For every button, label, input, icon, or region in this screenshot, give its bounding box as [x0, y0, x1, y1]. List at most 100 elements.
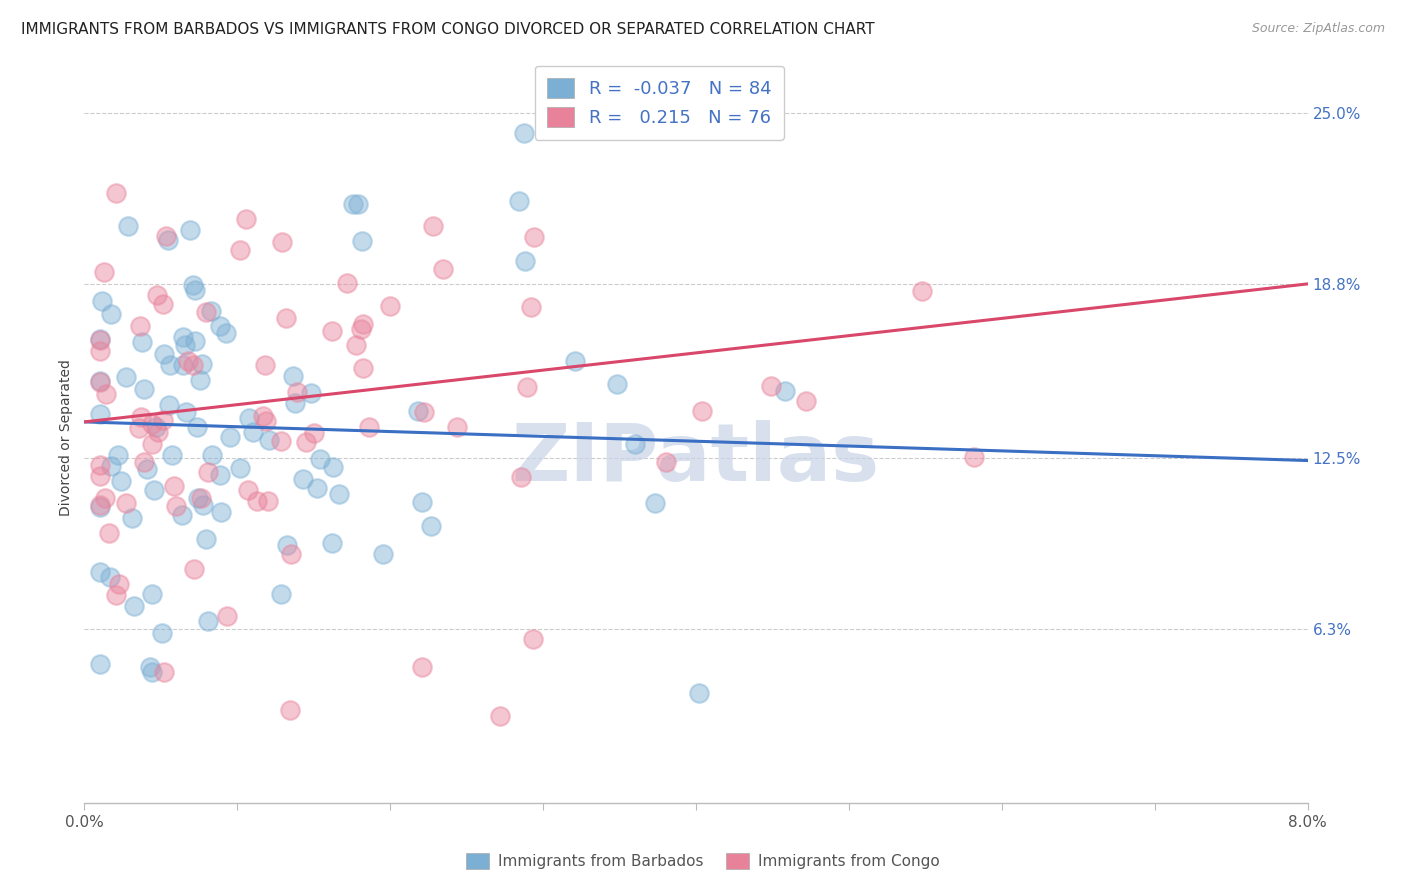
Point [654, 455, 676, 469]
Point [176, 354, 198, 368]
Point [350, 321, 373, 335]
Point [516, 380, 538, 394]
Point [321, 325, 343, 339]
Point [110, 474, 132, 488]
Point [181, 358, 204, 372]
Point [152, 413, 174, 427]
Point [419, 519, 441, 533]
Point [274, 311, 297, 326]
Point [328, 486, 350, 500]
Point [179, 223, 201, 237]
Point [184, 334, 207, 348]
Point [93, 265, 115, 279]
Point [187, 491, 209, 505]
Point [153, 347, 176, 361]
Point [129, 318, 152, 333]
Point [513, 126, 536, 140]
Point [156, 233, 179, 247]
Point [238, 483, 260, 498]
Point [606, 377, 628, 392]
Point [252, 409, 274, 424]
Point [302, 426, 325, 441]
Point [280, 547, 302, 561]
Point [422, 219, 444, 234]
Point [295, 435, 318, 450]
Point [121, 511, 143, 525]
Point [510, 470, 533, 484]
Point [270, 587, 292, 601]
Point [146, 287, 169, 301]
Point [183, 562, 205, 576]
Point [692, 404, 714, 418]
Point [229, 243, 252, 257]
Legend: R =  -0.037   N = 84, R =   0.215   N = 76: R = -0.037 N = 84, R = 0.215 N = 76 [534, 66, 785, 140]
Point [564, 353, 586, 368]
Point [209, 468, 232, 483]
Point [209, 505, 232, 519]
Point [276, 538, 298, 552]
Point [215, 326, 238, 340]
Point [253, 358, 276, 372]
Point [139, 660, 162, 674]
Point [270, 235, 292, 249]
Point [152, 665, 174, 680]
Point [411, 660, 433, 674]
Point [97, 526, 120, 541]
Point [91, 293, 114, 308]
Point [209, 319, 232, 334]
Point [342, 196, 364, 211]
Point [89, 657, 111, 672]
Point [132, 455, 155, 469]
Point [352, 317, 374, 331]
Point [141, 587, 163, 601]
Point [117, 219, 139, 234]
Point [100, 459, 122, 474]
Point [195, 532, 218, 546]
Point [188, 373, 211, 387]
Point [108, 577, 131, 591]
Point [446, 420, 468, 434]
Point [141, 437, 163, 451]
Point [284, 396, 307, 410]
Point [162, 449, 184, 463]
Text: Source: ZipAtlas.com: Source: ZipAtlas.com [1251, 22, 1385, 36]
Point [508, 194, 530, 209]
Point [162, 479, 184, 493]
Point [148, 425, 170, 439]
Point [104, 186, 127, 200]
Point [644, 496, 666, 510]
Point [174, 338, 197, 352]
Point [114, 496, 136, 510]
Point [522, 230, 544, 244]
Point [257, 434, 280, 448]
Point [193, 498, 215, 512]
Point [104, 588, 127, 602]
Point [141, 417, 163, 431]
Point [135, 462, 157, 476]
Point [322, 460, 344, 475]
Point [623, 437, 645, 451]
Point [89, 375, 111, 389]
Point [759, 379, 782, 393]
Point [270, 434, 292, 448]
Point [307, 481, 329, 495]
Point [257, 493, 280, 508]
Point [238, 411, 260, 425]
Text: IMMIGRANTS FROM BARBADOS VS IMMIGRANTS FROM CONGO DIVORCED OR SEPARATED CORRELAT: IMMIGRANTS FROM BARBADOS VS IMMIGRANTS F… [21, 22, 875, 37]
Point [172, 330, 194, 344]
Point [489, 709, 512, 723]
Point [89, 374, 111, 388]
Point [107, 448, 129, 462]
Point [344, 338, 367, 352]
Point [98, 570, 121, 584]
Point [519, 300, 541, 314]
Point [515, 254, 537, 268]
Point [128, 421, 150, 435]
Point [131, 335, 153, 350]
Point [172, 508, 194, 523]
Point [115, 370, 138, 384]
Point [89, 332, 111, 346]
Point [321, 536, 343, 550]
Point [89, 333, 111, 347]
Point [281, 368, 304, 383]
